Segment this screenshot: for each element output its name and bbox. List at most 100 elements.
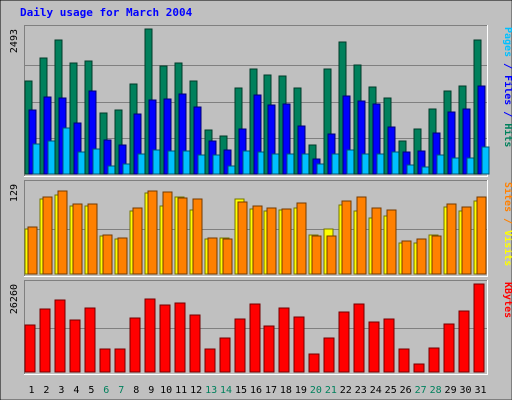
x-tick-label: 14 — [220, 385, 232, 396]
bar-kbytes-day-28 — [428, 347, 440, 373]
bar-sites-day-13 — [207, 237, 218, 275]
bar-kbytes-day-13 — [204, 348, 216, 373]
bar-kbytes-day-11 — [174, 302, 186, 373]
bar-sites-day-23 — [356, 196, 367, 275]
bar-sites-day-19 — [296, 202, 307, 275]
legend-kbytes: KBytes — [502, 282, 512, 318]
legend-item: / — [502, 212, 512, 230]
bar-sites-day-11 — [177, 197, 188, 275]
bar-pages-day-10 — [167, 150, 176, 175]
x-tick-label: 8 — [133, 385, 139, 396]
legend-visits: Sites / Visits — [502, 182, 512, 266]
bar-pages-day-31 — [481, 146, 490, 175]
bar-sites-day-5 — [87, 203, 98, 275]
bar-pages-day-30 — [466, 157, 475, 175]
bar-kbytes-day-5 — [84, 307, 96, 373]
x-tick-label: 24 — [370, 385, 382, 396]
bar-pages-day-25 — [391, 151, 400, 175]
bar-kbytes-day-12 — [189, 314, 201, 373]
bar-kbytes-day-4 — [69, 319, 81, 373]
bar-kbytes-day-10 — [159, 304, 171, 373]
panel-kbytes: 26260 KBytes — [9, 280, 512, 375]
bar-pages-day-8 — [137, 153, 146, 175]
x-tick-label: 6 — [103, 385, 109, 396]
x-tick-label: 10 — [160, 385, 172, 396]
bar-pages-day-21 — [331, 153, 340, 175]
bar-pages-day-28 — [436, 154, 445, 175]
bar-sites-day-26 — [401, 240, 412, 275]
bar-pages-day-18 — [286, 153, 295, 175]
bar-kbytes-day-21 — [323, 337, 335, 373]
bar-sites-day-15 — [237, 201, 248, 275]
x-tick-label: 21 — [325, 385, 337, 396]
bars-kbytes — [24, 283, 485, 373]
x-tick-label: 7 — [118, 385, 124, 396]
bar-sites-day-7 — [117, 237, 128, 275]
x-tick-label: 11 — [175, 385, 187, 396]
x-tick-label: 20 — [310, 385, 322, 396]
bar-kbytes-day-24 — [368, 321, 380, 373]
panel-hits: 2493 Pages / Files / Hits — [9, 25, 512, 177]
x-tick-label: 23 — [355, 385, 367, 396]
bar-kbytes-day-2 — [39, 308, 51, 373]
legend-item: Pages — [502, 27, 512, 57]
bar-sites-day-24 — [371, 207, 382, 275]
bar-kbytes-day-18 — [278, 307, 290, 373]
bar-kbytes-day-26 — [398, 348, 410, 373]
legend-item: Visits — [502, 230, 512, 266]
x-tick-label: 15 — [235, 385, 247, 396]
bar-sites-day-4 — [72, 203, 83, 275]
x-tick-label: 26 — [400, 385, 412, 396]
bar-sites-day-20 — [311, 235, 322, 275]
legend-item: Files — [502, 75, 512, 105]
x-tick-label: 13 — [205, 385, 217, 396]
bar-kbytes-day-6 — [99, 348, 111, 373]
x-tick-label: 18 — [280, 385, 292, 396]
bar-kbytes-day-8 — [129, 317, 141, 373]
bar-sites-day-29 — [446, 203, 457, 275]
bar-kbytes-day-15 — [234, 318, 246, 373]
legend-hits: Pages / Files / Hits — [502, 27, 512, 147]
bar-pages-day-14 — [227, 165, 236, 175]
legend-item: Sites — [502, 182, 512, 212]
bar-pages-day-1 — [32, 143, 41, 175]
bar-kbytes-day-14 — [219, 337, 231, 373]
y-max-label-hits: 2493 — [9, 29, 20, 53]
bar-kbytes-day-27 — [413, 363, 425, 373]
bar-sites-day-2 — [42, 196, 53, 275]
bar-pages-day-5 — [92, 148, 101, 175]
bar-pages-day-20 — [316, 163, 325, 175]
bar-pages-day-11 — [182, 150, 191, 175]
bar-pages-day-15 — [242, 150, 251, 175]
bar-kbytes-day-17 — [263, 325, 275, 373]
bar-sites-day-14 — [222, 238, 233, 275]
bar-kbytes-day-20 — [308, 353, 320, 373]
bar-kbytes-day-3 — [54, 299, 66, 373]
bar-pages-day-24 — [376, 153, 385, 175]
bar-sites-day-12 — [192, 198, 203, 275]
bar-sites-day-6 — [102, 234, 113, 275]
x-tick-label: 27 — [415, 385, 427, 396]
bar-kbytes-day-23 — [353, 303, 365, 373]
x-tick-label: 1 — [28, 385, 34, 396]
bar-pages-day-2 — [47, 140, 56, 175]
bar-pages-day-22 — [346, 149, 355, 175]
bar-pages-day-27 — [421, 166, 430, 175]
chart-title: Daily usage for March 2004 — [20, 6, 193, 19]
bar-pages-day-12 — [197, 154, 206, 175]
bar-pages-day-7 — [122, 163, 131, 175]
bar-kbytes-day-25 — [383, 318, 395, 373]
legend-item: KBytes — [502, 282, 512, 318]
legend-item: / — [502, 57, 512, 75]
bar-pages-day-29 — [451, 157, 460, 175]
bar-pages-day-17 — [271, 153, 280, 175]
bar-sites-day-17 — [266, 207, 277, 275]
bar-pages-day-3 — [62, 127, 71, 175]
bar-sites-day-27 — [416, 238, 427, 275]
bar-kbytes-day-19 — [293, 316, 305, 373]
x-tick-label: 22 — [340, 385, 352, 396]
bar-pages-day-6 — [107, 165, 116, 175]
bar-kbytes-day-29 — [443, 323, 455, 373]
bar-sites-day-30 — [461, 206, 472, 275]
chart-panels: 2493 Pages / Files / Hits 129 Sites / Visit… — [9, 25, 512, 375]
